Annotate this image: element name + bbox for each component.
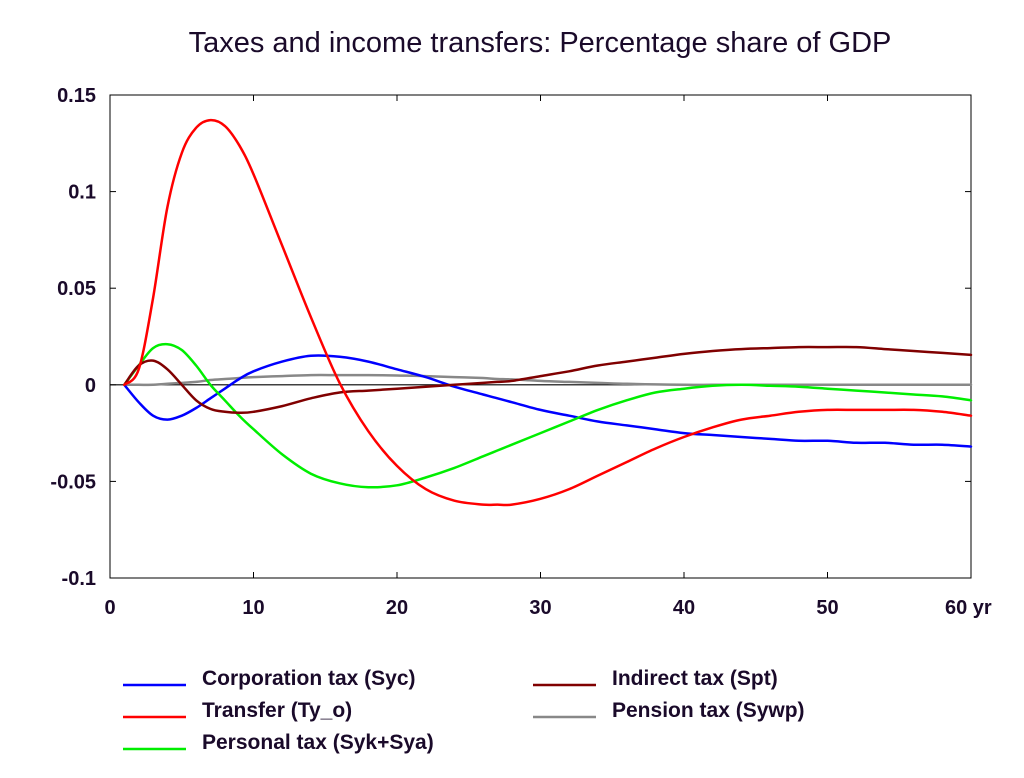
x-tick-label: 10	[242, 597, 264, 619]
legend-label: Corporation tax (Syc)	[202, 667, 416, 690]
series-line-corporation-tax-syc	[123, 354, 973, 448]
y-tick-label: 0.05	[57, 278, 96, 300]
legend-label: Transfer (Ty_o)	[202, 699, 352, 722]
legend-item-pension-tax-sywp: Pension tax (Sywp)	[533, 699, 805, 722]
plot-frame	[109, 94, 972, 579]
plot-area: 0.15 0.1 0.05 0 -0.05 -0.1 0 10 20 30 40 50 60 yr	[50, 85, 992, 619]
y-tick-label: 0.15	[57, 85, 96, 107]
x-tick-label: 30	[529, 597, 551, 619]
y-tick-label: -0.05	[50, 471, 96, 493]
legend-label: Pension tax (Sywp)	[612, 699, 805, 722]
series-line-indirect-tax-spt	[123, 345, 973, 415]
legend-item-corporation-tax-syc: Corporation tax (Syc)	[123, 667, 416, 690]
legend-item-personal-tax-syk-sya: Personal tax (Syk+Sya)	[123, 731, 434, 754]
series-line-pension-tax-sywp	[123, 373, 973, 387]
legend-item-indirect-tax-spt: Indirect tax (Spt)	[533, 667, 778, 690]
x-tick-label: 20	[386, 597, 408, 619]
chart-title: Taxes and income transfers: Percentage s…	[189, 27, 892, 59]
legend: Corporation tax (Syc) Transfer (Ty_o) Pers…	[123, 667, 805, 754]
y-tick-label: 0.1	[68, 182, 96, 204]
series-line-transfer-ty-o	[123, 118, 973, 507]
y-tick-label: 0	[85, 375, 96, 397]
x-tick-label: 60 yr	[945, 597, 992, 619]
legend-label: Personal tax (Syk+Sya)	[202, 731, 434, 754]
y-tick-label: -0.1	[62, 568, 96, 590]
x-tick-label: 40	[673, 597, 695, 619]
legend-label: Indirect tax (Spt)	[612, 667, 778, 690]
x-tick-label: 0	[104, 597, 115, 619]
x-tick-label: 50	[816, 597, 838, 619]
series-line-personal-tax-syk-sya	[123, 342, 973, 489]
legend-item-transfer-ty-o: Transfer (Ty_o)	[123, 699, 352, 722]
